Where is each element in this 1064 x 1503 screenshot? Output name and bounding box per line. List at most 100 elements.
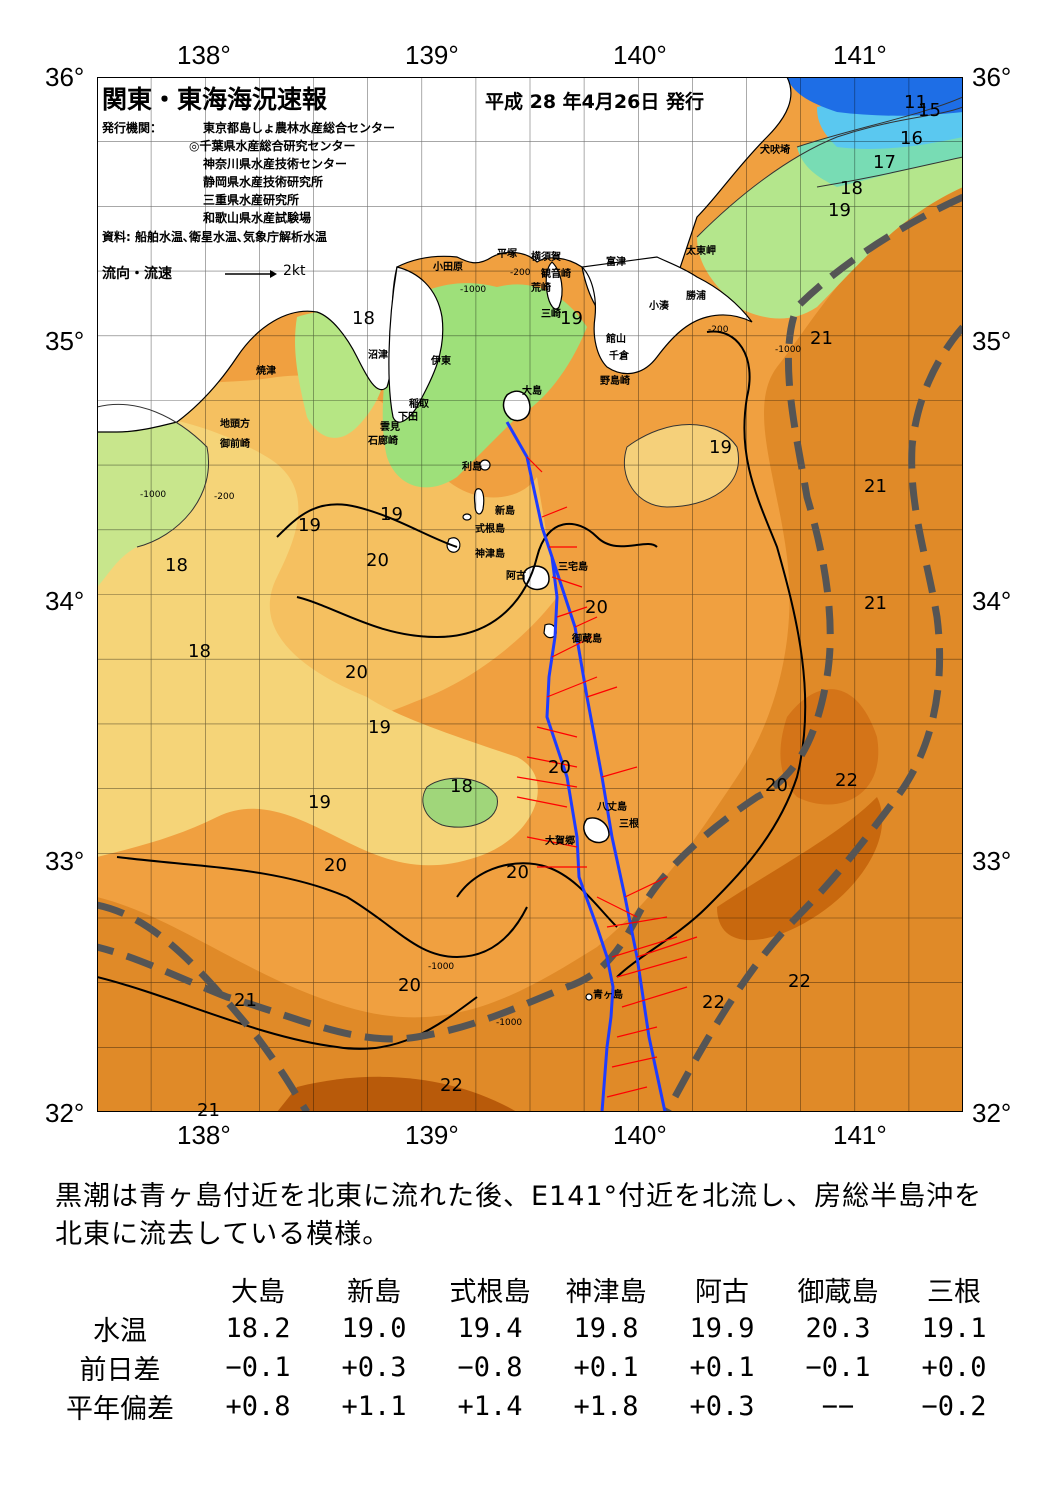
island-niijima xyxy=(473,488,485,515)
lon-label-top-139: 139° xyxy=(405,40,459,70)
place-shimoda: 下田 xyxy=(398,412,418,423)
isotherm-label: 18 xyxy=(352,308,375,329)
table-row: 水温 18.2 19.0 19.4 19.8 19.9 20.3 19.1 xyxy=(40,1309,1012,1348)
issuer-5: 和歌山県水産試験場 xyxy=(203,211,312,225)
issuer-0: 東京都島しょ農林水産総合センター xyxy=(203,121,396,135)
col-header: 御蔵島 xyxy=(797,1277,879,1308)
place-kozushima: 神津島 xyxy=(475,549,505,560)
isotherm-label: 17 xyxy=(873,152,896,173)
cell: +0.8 xyxy=(225,1391,291,1422)
isotherm-lines xyxy=(97,330,807,1050)
isotherm-label: 19 xyxy=(380,504,403,525)
lon-label-bottom-138: 138° xyxy=(177,1120,231,1150)
lon-label-bottom-141: 141° xyxy=(833,1120,887,1150)
legend-label: 流向・流速 xyxy=(102,266,172,282)
issuer-1: ◎千葉県水産総合研究センター xyxy=(189,139,356,153)
issuers-label: 発行機関： xyxy=(102,121,163,135)
place-yokosuka: 横須賀 xyxy=(531,252,561,263)
cell: 19.1 xyxy=(921,1313,987,1344)
isotherm-label: 20 xyxy=(585,597,608,618)
isotherm-label: 20 xyxy=(398,975,421,996)
cell: +0.3 xyxy=(341,1352,407,1383)
place-jitogata: 地頭方 xyxy=(220,419,250,430)
isotherm-label: 20 xyxy=(324,855,347,876)
isotherm-label: 21 xyxy=(864,593,887,614)
isotherm-label: 20 xyxy=(765,775,788,796)
depth-label: -1000 xyxy=(428,962,455,972)
isotherm-label: 18 xyxy=(188,641,211,662)
lat-label-right-32: 32° xyxy=(972,1098,1012,1128)
place-yaizu: 焼津 xyxy=(256,366,276,377)
isotherm-label: 22 xyxy=(788,971,811,992)
issuer-2: 神奈川県水産技術センター xyxy=(203,157,348,171)
cell: −0.8 xyxy=(457,1352,523,1383)
issuer-3: 静岡県水産技術研究所 xyxy=(203,175,324,189)
legend-speed: 2kt xyxy=(283,263,306,279)
place-tateyama: 館山 xyxy=(606,334,626,345)
place-misaki: 三崎 xyxy=(541,309,561,320)
lon-label-top-140: 140° xyxy=(613,40,667,70)
depth-label: -200 xyxy=(214,492,235,502)
cell: −0.1 xyxy=(805,1352,871,1383)
cell: 19.0 xyxy=(341,1313,407,1344)
place-inubozaki: 犬吠埼 xyxy=(760,145,790,156)
place-futtsu: 富津 xyxy=(606,257,626,268)
lon-label-top-141: 141° xyxy=(833,40,887,70)
place-toshima: 利島 xyxy=(462,462,482,473)
summary-text: 黒潮は青ヶ島付近を北東に流れた後、E141°付近を北流し、房総半島沖を北東に流去… xyxy=(55,1181,983,1250)
isotherm-label: 20 xyxy=(506,862,529,883)
place-mitsune: 三根 xyxy=(619,819,639,830)
cold-11-ne xyxy=(787,77,963,116)
lon-label-bottom-140: 140° xyxy=(613,1120,667,1150)
cell: 19.4 xyxy=(457,1313,523,1344)
col-header: 新島 xyxy=(347,1277,401,1308)
col-header: 神津島 xyxy=(565,1277,647,1308)
legend-arrow-icon xyxy=(225,270,277,278)
isotherm-label: 18 xyxy=(450,776,473,797)
isotherm-label: 15 xyxy=(918,100,941,121)
land-honshu xyxy=(97,77,792,433)
hot-core-south xyxy=(277,1076,517,1112)
lat-lon-grid xyxy=(97,77,963,1112)
depth-label: -1000 xyxy=(140,490,167,500)
place-chikura: 千倉 xyxy=(609,351,629,362)
cell: +0.1 xyxy=(689,1352,755,1383)
place-odawara: 小田原 xyxy=(433,262,463,273)
isotherm-label: 19 xyxy=(308,792,331,813)
isotherm-label: 19 xyxy=(709,437,732,458)
data-source: 資料: 船舶水温､衛星水温､気象庁解析水温 xyxy=(102,230,327,244)
place-ako: 阿古 xyxy=(506,571,526,582)
place-arasaki: 荒崎 xyxy=(531,283,551,294)
lat-label-right-33: 33° xyxy=(972,846,1012,876)
issue-date: 平成 28 年4月26日 発行 xyxy=(485,91,704,113)
current-vectors xyxy=(516,456,698,1098)
issuer-4: 三重県水産研究所 xyxy=(203,193,300,207)
lat-label-right-34: 34° xyxy=(972,586,1012,616)
lat-label-left-35: 35° xyxy=(45,326,85,356)
row-label: 前日差 xyxy=(79,1355,161,1386)
place-hachijojima: 八丈島 xyxy=(597,802,627,813)
row-label: 平年偏差 xyxy=(66,1394,174,1425)
isotherm-label: 19 xyxy=(828,200,851,221)
cool-tongue-19 xyxy=(97,414,538,866)
depth-label: -200 xyxy=(708,325,729,335)
cell: +0.0 xyxy=(921,1352,987,1383)
place-oshima: 大島 xyxy=(522,386,542,397)
kuroshio-axis xyxy=(97,193,963,1112)
place-kannonzaki: 観音崎 xyxy=(541,269,571,280)
isotherm-label: 18 xyxy=(840,178,863,199)
cell: −0.2 xyxy=(921,1391,987,1422)
lat-label-left-34: 34° xyxy=(45,586,85,616)
island-aogashima xyxy=(585,993,593,1001)
cell: 18.2 xyxy=(225,1313,291,1344)
isotherm-label: 22 xyxy=(835,770,858,791)
table-header-row: 大島 新島 式根島 神津島 阿古 御蔵島 三根 xyxy=(40,1270,1012,1309)
place-kominato: 小湊 xyxy=(649,301,669,312)
ship-track xyxy=(505,421,667,1112)
lon-label-bottom-139: 139° xyxy=(405,1120,459,1150)
land-izu-peninsula xyxy=(388,266,444,423)
isotherm-label: 19 xyxy=(368,717,391,738)
station-temperature-table: 大島 新島 式根島 神津島 阿古 御蔵島 三根 水温 18.2 19.0 19.… xyxy=(40,1270,1012,1426)
isotherm-label: 20 xyxy=(548,757,571,778)
cell: 19.8 xyxy=(573,1313,639,1344)
